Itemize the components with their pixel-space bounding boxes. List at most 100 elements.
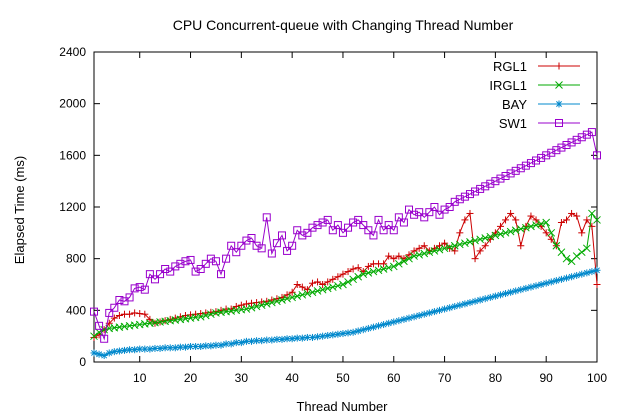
data-point-rgl1 bbox=[237, 301, 245, 309]
data-point-bay bbox=[258, 337, 266, 345]
data-point-irgl1 bbox=[349, 275, 357, 284]
data-point-irgl1 bbox=[298, 290, 307, 299]
data-point-bay bbox=[446, 304, 454, 312]
y-tick-label: 2400 bbox=[59, 45, 86, 59]
data-point-sw1 bbox=[394, 213, 403, 222]
data-point-irgl1 bbox=[242, 305, 251, 313]
data-point-bay bbox=[578, 270, 586, 278]
data-point-irgl1 bbox=[323, 284, 332, 293]
data-point-irgl1 bbox=[476, 235, 484, 244]
data-point-bay bbox=[476, 296, 484, 304]
data-point-sw1 bbox=[415, 208, 424, 217]
data-point-sw1 bbox=[283, 246, 292, 255]
data-point-bay bbox=[461, 300, 469, 308]
data-point-sw1 bbox=[176, 259, 185, 268]
y-tick-label: 2000 bbox=[59, 97, 86, 111]
legend-marker-irgl1 bbox=[555, 81, 563, 89]
data-point-rgl1 bbox=[329, 275, 337, 283]
data-point-bay bbox=[146, 345, 154, 353]
data-point-irgl1 bbox=[207, 310, 215, 319]
legend-marker-bay bbox=[555, 100, 563, 108]
data-point-sw1 bbox=[135, 283, 144, 292]
data-point-rgl1 bbox=[324, 278, 332, 286]
data-point-rgl1 bbox=[481, 242, 489, 250]
data-point-bay bbox=[110, 348, 118, 356]
legend-marker-sw1 bbox=[555, 119, 563, 127]
data-point-sw1 bbox=[105, 308, 114, 317]
data-point-sw1 bbox=[191, 267, 200, 276]
data-point-rgl1 bbox=[390, 255, 398, 263]
data-point-irgl1 bbox=[537, 219, 545, 228]
data-point-rgl1 bbox=[395, 252, 403, 260]
x-tick-label: 40 bbox=[285, 371, 299, 385]
data-point-bay bbox=[308, 333, 316, 341]
data-point-rgl1 bbox=[293, 281, 301, 288]
legend-item-bay: BAY bbox=[502, 97, 580, 112]
data-point-sw1 bbox=[262, 213, 271, 222]
data-point-bay bbox=[537, 281, 545, 288]
data-point-irgl1 bbox=[440, 244, 449, 253]
data-point-sw1 bbox=[201, 259, 210, 268]
data-point-irgl1 bbox=[354, 272, 363, 281]
data-point-bay bbox=[105, 349, 113, 357]
data-point-bay bbox=[491, 292, 499, 300]
data-point-bay bbox=[568, 273, 576, 281]
data-point-sw1 bbox=[552, 146, 561, 155]
data-point-rgl1 bbox=[385, 252, 393, 260]
data-point-irgl1 bbox=[435, 245, 444, 254]
legend-label-sw1: SW1 bbox=[499, 116, 527, 131]
data-point-rgl1 bbox=[573, 212, 581, 220]
data-point-irgl1 bbox=[410, 252, 418, 260]
data-point-bay bbox=[339, 330, 347, 338]
data-point-bay bbox=[359, 326, 367, 334]
data-point-sw1 bbox=[521, 161, 530, 170]
data-point-sw1 bbox=[577, 133, 586, 142]
data-point-bay bbox=[95, 350, 103, 358]
data-point-irgl1 bbox=[450, 241, 459, 250]
data-point-bay bbox=[425, 309, 433, 317]
data-point-rgl1 bbox=[507, 209, 515, 217]
data-point-bay bbox=[334, 330, 342, 338]
data-point-bay bbox=[451, 302, 459, 310]
data-point-bay bbox=[486, 293, 494, 301]
data-point-sw1 bbox=[435, 210, 444, 219]
data-point-sw1 bbox=[405, 205, 414, 214]
data-point-sw1 bbox=[333, 221, 342, 230]
data-point-rgl1 bbox=[308, 279, 316, 287]
data-point-rgl1 bbox=[314, 278, 322, 286]
data-point-rgl1 bbox=[354, 264, 362, 272]
data-point-sw1 bbox=[171, 262, 180, 271]
data-point-sw1 bbox=[399, 218, 408, 227]
data-point-irgl1 bbox=[496, 230, 505, 238]
data-point-irgl1 bbox=[308, 288, 317, 297]
data-point-irgl1 bbox=[542, 218, 551, 227]
data-point-irgl1 bbox=[252, 302, 261, 311]
data-point-bay bbox=[385, 319, 393, 327]
data-point-sw1 bbox=[460, 192, 469, 201]
data-point-sw1 bbox=[328, 226, 337, 235]
data-point-sw1 bbox=[384, 221, 393, 230]
data-point-rgl1 bbox=[512, 216, 520, 224]
data-point-sw1 bbox=[562, 141, 571, 149]
data-point-rgl1 bbox=[441, 239, 449, 247]
data-point-sw1 bbox=[303, 228, 312, 237]
data-point-sw1 bbox=[410, 210, 419, 219]
data-point-sw1 bbox=[572, 135, 581, 144]
data-point-irgl1 bbox=[405, 254, 413, 263]
data-point-rgl1 bbox=[131, 309, 139, 317]
data-point-irgl1 bbox=[196, 312, 205, 321]
data-point-bay bbox=[415, 312, 423, 319]
data-point-irgl1 bbox=[461, 239, 469, 248]
data-point-irgl1 bbox=[445, 243, 454, 251]
data-point-irgl1 bbox=[527, 222, 535, 231]
data-point-bay bbox=[202, 342, 210, 350]
data-point-bay bbox=[507, 288, 515, 296]
data-point-irgl1 bbox=[364, 269, 373, 277]
data-point-irgl1 bbox=[288, 293, 297, 302]
data-point-sw1 bbox=[338, 228, 347, 237]
data-point-bay bbox=[375, 322, 383, 330]
data-point-rgl1 bbox=[110, 314, 118, 322]
data-point-sw1 bbox=[445, 203, 454, 211]
data-point-sw1 bbox=[344, 223, 353, 232]
data-point-irgl1 bbox=[247, 303, 256, 312]
